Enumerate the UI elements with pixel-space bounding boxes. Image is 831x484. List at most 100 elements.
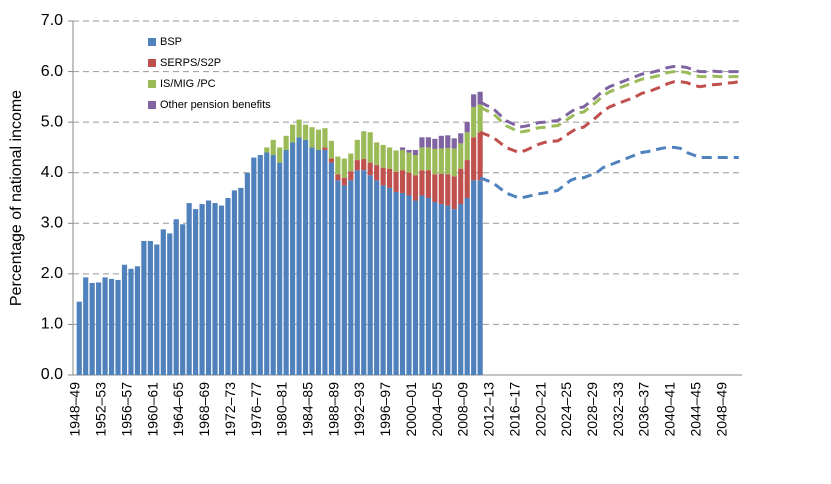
x-tick-label: 1992–93 bbox=[351, 382, 367, 437]
y-tick-label: 1.0 bbox=[41, 316, 63, 333]
bar bbox=[451, 138, 457, 149]
bar bbox=[296, 137, 302, 375]
bar bbox=[412, 149, 419, 156]
bar bbox=[464, 132, 470, 161]
bar bbox=[193, 209, 199, 375]
bar bbox=[354, 139, 360, 161]
bar bbox=[445, 205, 451, 375]
bar bbox=[315, 149, 322, 375]
bar bbox=[270, 155, 276, 375]
bar bbox=[354, 170, 360, 375]
bar bbox=[477, 180, 483, 375]
bar bbox=[393, 191, 399, 375]
bar bbox=[464, 198, 470, 375]
bar bbox=[76, 301, 82, 375]
bar bbox=[335, 174, 341, 181]
bar bbox=[471, 180, 477, 375]
bar bbox=[128, 268, 134, 375]
bar bbox=[348, 171, 354, 181]
projection-line bbox=[479, 65, 739, 129]
bar bbox=[134, 266, 141, 375]
bar bbox=[477, 91, 483, 105]
bar bbox=[393, 171, 399, 192]
bar bbox=[277, 147, 283, 163]
y-tick-label: 6.0 bbox=[41, 63, 63, 80]
bar bbox=[374, 142, 380, 166]
bar bbox=[406, 149, 412, 153]
bar bbox=[387, 187, 393, 375]
bar bbox=[374, 165, 380, 181]
bar bbox=[367, 175, 373, 375]
x-tick-label: 2020–21 bbox=[532, 382, 548, 437]
legend-swatch bbox=[148, 80, 156, 88]
bar bbox=[458, 204, 464, 375]
bar bbox=[438, 204, 444, 375]
y-tick-label: 2.0 bbox=[41, 265, 63, 282]
bar bbox=[341, 158, 347, 178]
bar bbox=[399, 170, 406, 193]
y-axis-title: Percentage of national income bbox=[8, 90, 25, 306]
bar bbox=[244, 172, 250, 375]
bar bbox=[354, 160, 360, 171]
bar bbox=[471, 106, 477, 138]
y-tick-label: 3.0 bbox=[41, 215, 63, 232]
bar bbox=[108, 278, 115, 375]
bar bbox=[160, 229, 166, 375]
bar bbox=[322, 149, 328, 375]
y-tick-label: 7.0 bbox=[41, 12, 63, 29]
bar bbox=[425, 147, 431, 171]
x-tick-label: 1948–49 bbox=[67, 382, 83, 437]
x-tick-label: 2008–09 bbox=[455, 382, 471, 437]
x-tick-label: 2024–25 bbox=[558, 382, 574, 437]
bar bbox=[251, 157, 257, 375]
bar bbox=[412, 155, 419, 176]
bar bbox=[283, 135, 289, 150]
legend-label: SERPS/S2P bbox=[160, 57, 221, 69]
bar bbox=[328, 162, 334, 375]
legend-swatch bbox=[148, 101, 156, 109]
bar bbox=[464, 160, 470, 198]
bar bbox=[173, 219, 179, 375]
x-tick-label: 2044–45 bbox=[687, 382, 703, 437]
projection-line bbox=[479, 70, 739, 134]
bar bbox=[341, 177, 347, 186]
bar bbox=[212, 203, 218, 375]
bar bbox=[425, 137, 431, 148]
bar bbox=[302, 139, 309, 375]
bar bbox=[451, 209, 457, 375]
x-tick-label: 2000–01 bbox=[403, 382, 419, 437]
bar bbox=[406, 195, 412, 375]
bar bbox=[264, 147, 270, 153]
y-tick-label: 0.0 bbox=[41, 366, 63, 383]
bar bbox=[96, 282, 102, 375]
bar bbox=[290, 142, 296, 375]
x-tick-label: 2028–29 bbox=[584, 382, 600, 437]
bar bbox=[335, 180, 341, 375]
bar bbox=[199, 204, 205, 375]
bar bbox=[115, 279, 121, 375]
bar bbox=[438, 148, 444, 174]
legend-label: IS/MIG /PC bbox=[160, 78, 216, 90]
bar bbox=[477, 132, 483, 181]
x-tick-label: 1972–73 bbox=[222, 382, 238, 437]
bar bbox=[380, 144, 386, 168]
bar bbox=[315, 129, 322, 150]
legend-label: BSP bbox=[160, 36, 182, 48]
legend-swatch bbox=[148, 59, 156, 67]
bar bbox=[154, 244, 160, 375]
bar bbox=[425, 198, 431, 375]
y-tick-label: 5.0 bbox=[41, 113, 63, 130]
bar bbox=[432, 202, 438, 375]
bar bbox=[471, 137, 477, 181]
bar bbox=[432, 138, 438, 149]
bar bbox=[399, 192, 406, 375]
bar bbox=[380, 167, 386, 186]
bar bbox=[406, 172, 412, 196]
x-tick-label: 1996–97 bbox=[377, 382, 393, 437]
bar bbox=[425, 170, 431, 198]
bar bbox=[348, 153, 354, 172]
x-tick-label: 1956–57 bbox=[118, 382, 134, 437]
bar bbox=[438, 173, 444, 205]
x-tick-label: 1976–77 bbox=[248, 382, 264, 437]
bar bbox=[264, 152, 270, 375]
